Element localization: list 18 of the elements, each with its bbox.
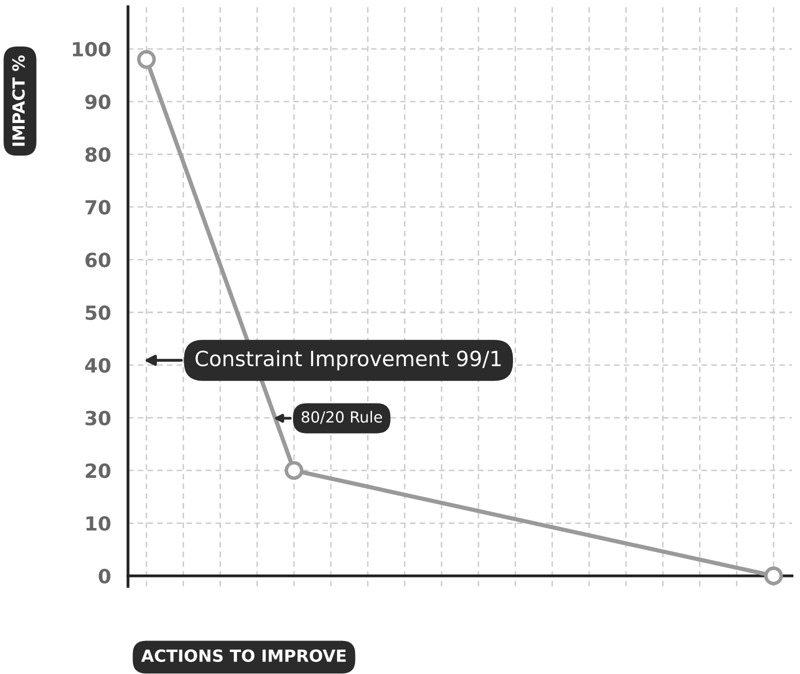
y-tick-label: 0	[98, 568, 110, 584]
annotation: 80/20 Rule	[302, 410, 382, 424]
y-tick-label: 50	[86, 305, 110, 320]
point	[764, 566, 783, 586]
y-tick-label: 20	[86, 463, 110, 478]
point	[137, 50, 156, 69]
y-tick-label: 100	[72, 42, 110, 57]
y-axis-title: IMPACT %	[12, 55, 25, 146]
x-axis-title: ACTIONS TO IMPROVE	[141, 649, 346, 662]
point	[284, 461, 304, 480]
y-tick-label: 80	[85, 147, 110, 162]
y-tick-label: 70	[86, 200, 110, 215]
y-tick-label: 10	[86, 516, 110, 531]
annotation: Constraint Improvement 99/1	[196, 350, 501, 370]
y-tick-label: 40	[85, 358, 110, 373]
y-tick-label: 60	[85, 252, 110, 268]
y-tick-label: 30	[86, 410, 110, 426]
y-tick-label: 90	[85, 94, 110, 110]
